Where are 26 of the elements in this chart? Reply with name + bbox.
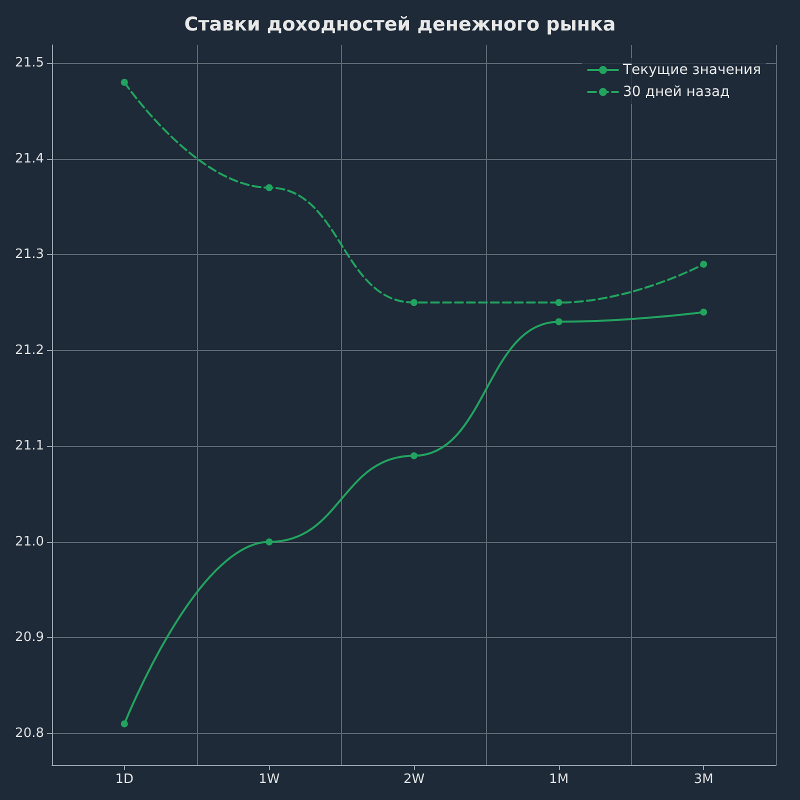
y-tick-label: 21.2 xyxy=(15,342,44,358)
y-tick-label: 21.4 xyxy=(15,151,44,166)
legend-label: 30 дней назад xyxy=(623,84,730,100)
point xyxy=(120,78,128,86)
y-tick-label: 20.8 xyxy=(15,726,44,741)
x-tick-label: 1M xyxy=(549,772,569,787)
point xyxy=(555,299,562,306)
point xyxy=(266,538,273,546)
x-tick-label: 1D xyxy=(115,772,134,787)
y-tick-label: 21.3 xyxy=(15,247,44,262)
point xyxy=(120,720,128,728)
y-tick-label: 20.9 xyxy=(15,630,44,646)
y-tick-label: 21.1 xyxy=(15,438,44,454)
point xyxy=(266,184,273,192)
point xyxy=(555,318,562,326)
y-tick-label: 21.5 xyxy=(15,56,44,71)
point xyxy=(410,299,418,306)
x-tick-label: 1W xyxy=(258,772,280,787)
chart-title: Ставки доходностей денежного рынка xyxy=(184,14,616,36)
x-tick-label: 2W xyxy=(403,772,425,787)
point xyxy=(700,260,708,268)
point xyxy=(700,308,708,316)
point xyxy=(410,452,418,460)
x-tick-label: 3M xyxy=(694,772,714,787)
legend-label: Текущие значения xyxy=(622,62,762,78)
y-tick-label: 21.0 xyxy=(15,534,44,550)
